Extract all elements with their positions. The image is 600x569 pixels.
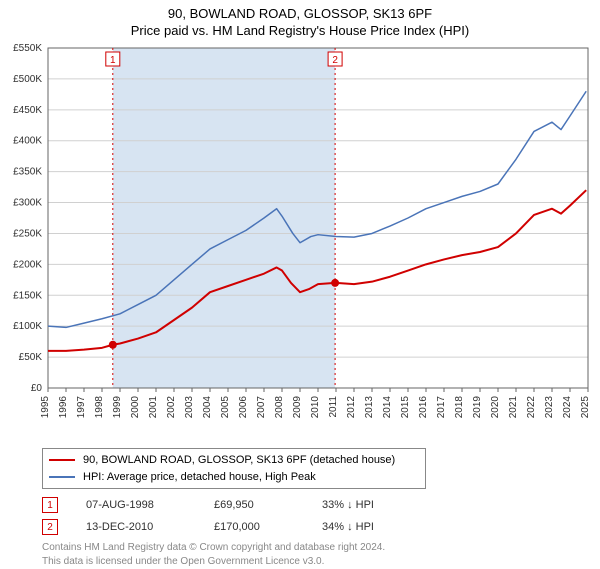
svg-text:£100K: £100K [13, 321, 42, 332]
svg-text:2013: 2013 [364, 396, 375, 419]
svg-text:£200K: £200K [13, 259, 42, 270]
svg-text:2022: 2022 [526, 396, 537, 419]
svg-text:1997: 1997 [76, 396, 87, 419]
svg-text:2025: 2025 [580, 396, 591, 419]
footer-line: This data is licensed under the Open Gov… [42, 555, 600, 569]
sale-marker-icon: 1 [42, 497, 58, 513]
sale-row: 2 13-DEC-2010 £170,000 34% ↓ HPI [42, 519, 600, 535]
legend-swatch-icon [49, 476, 75, 478]
svg-text:1998: 1998 [94, 396, 105, 419]
svg-text:2007: 2007 [256, 396, 267, 419]
svg-text:2017: 2017 [436, 396, 447, 419]
svg-text:£350K: £350K [13, 167, 42, 178]
chart-container: 90, BOWLAND ROAD, GLOSSOP, SK13 6PF Pric… [0, 0, 600, 560]
sale-price: £170,000 [214, 521, 294, 533]
svg-text:2005: 2005 [220, 396, 231, 419]
legend-label: HPI: Average price, detached house, High… [83, 469, 316, 486]
svg-text:£0: £0 [31, 383, 43, 394]
svg-text:1999: 1999 [112, 396, 123, 419]
svg-text:£550K: £550K [13, 43, 42, 54]
legend: 90, BOWLAND ROAD, GLOSSOP, SK13 6PF (det… [42, 448, 426, 489]
footer-attribution: Contains HM Land Registry data © Crown c… [42, 541, 600, 569]
sale-date: 07-AUG-1998 [86, 499, 186, 511]
svg-text:2002: 2002 [166, 396, 177, 419]
chart-plot: £0 £50K £100K £150K £200K £250K £300K £350K £400… [0, 42, 600, 442]
svg-text:2018: 2018 [454, 396, 465, 419]
legend-row: 90, BOWLAND ROAD, GLOSSOP, SK13 6PF (det… [49, 452, 419, 469]
svg-text:2023: 2023 [544, 396, 555, 419]
svg-text:1: 1 [110, 55, 116, 66]
sale-delta: 34% ↓ HPI [322, 521, 374, 533]
svg-text:2003: 2003 [184, 396, 195, 419]
svg-text:2009: 2009 [292, 396, 303, 419]
legend-label: 90, BOWLAND ROAD, GLOSSOP, SK13 6PF (det… [83, 452, 395, 469]
svg-text:2020: 2020 [490, 396, 501, 419]
svg-text:£150K: £150K [13, 290, 42, 301]
svg-text:2000: 2000 [130, 396, 141, 419]
svg-text:£450K: £450K [13, 105, 42, 116]
svg-text:£400K: £400K [13, 136, 42, 147]
svg-text:2: 2 [332, 55, 338, 66]
svg-text:2011: 2011 [328, 396, 339, 418]
svg-text:2021: 2021 [508, 396, 519, 419]
title-subtitle: Price paid vs. HM Land Registry's House … [0, 21, 600, 42]
svg-text:2016: 2016 [418, 396, 429, 419]
svg-text:2012: 2012 [346, 396, 357, 419]
sale-marker-icon: 2 [42, 519, 58, 535]
svg-text:£250K: £250K [13, 228, 42, 239]
svg-text:2008: 2008 [274, 396, 285, 419]
svg-text:2014: 2014 [382, 396, 393, 419]
svg-text:2010: 2010 [310, 396, 321, 419]
sale-date: 13-DEC-2010 [86, 521, 186, 533]
sale-price: £69,950 [214, 499, 294, 511]
svg-text:2004: 2004 [202, 396, 213, 419]
svg-text:1996: 1996 [58, 396, 69, 419]
sales-table: 1 07-AUG-1998 £69,950 33% ↓ HPI 2 13-DEC… [42, 497, 600, 535]
sale-delta: 33% ↓ HPI [322, 499, 374, 511]
svg-text:2001: 2001 [148, 396, 159, 419]
svg-text:2019: 2019 [472, 396, 483, 419]
svg-text:2006: 2006 [238, 396, 249, 419]
svg-text:2015: 2015 [400, 396, 411, 419]
svg-text:£500K: £500K [13, 74, 42, 85]
svg-text:£300K: £300K [13, 198, 42, 209]
title-address: 90, BOWLAND ROAD, GLOSSOP, SK13 6PF [0, 0, 600, 21]
legend-row: HPI: Average price, detached house, High… [49, 469, 419, 486]
svg-text:1995: 1995 [40, 396, 51, 419]
legend-swatch-icon [49, 459, 75, 461]
sale-row: 1 07-AUG-1998 £69,950 33% ↓ HPI [42, 497, 600, 513]
svg-text:£50K: £50K [19, 352, 43, 363]
footer-line: Contains HM Land Registry data © Crown c… [42, 541, 600, 555]
svg-text:2024: 2024 [562, 396, 573, 419]
